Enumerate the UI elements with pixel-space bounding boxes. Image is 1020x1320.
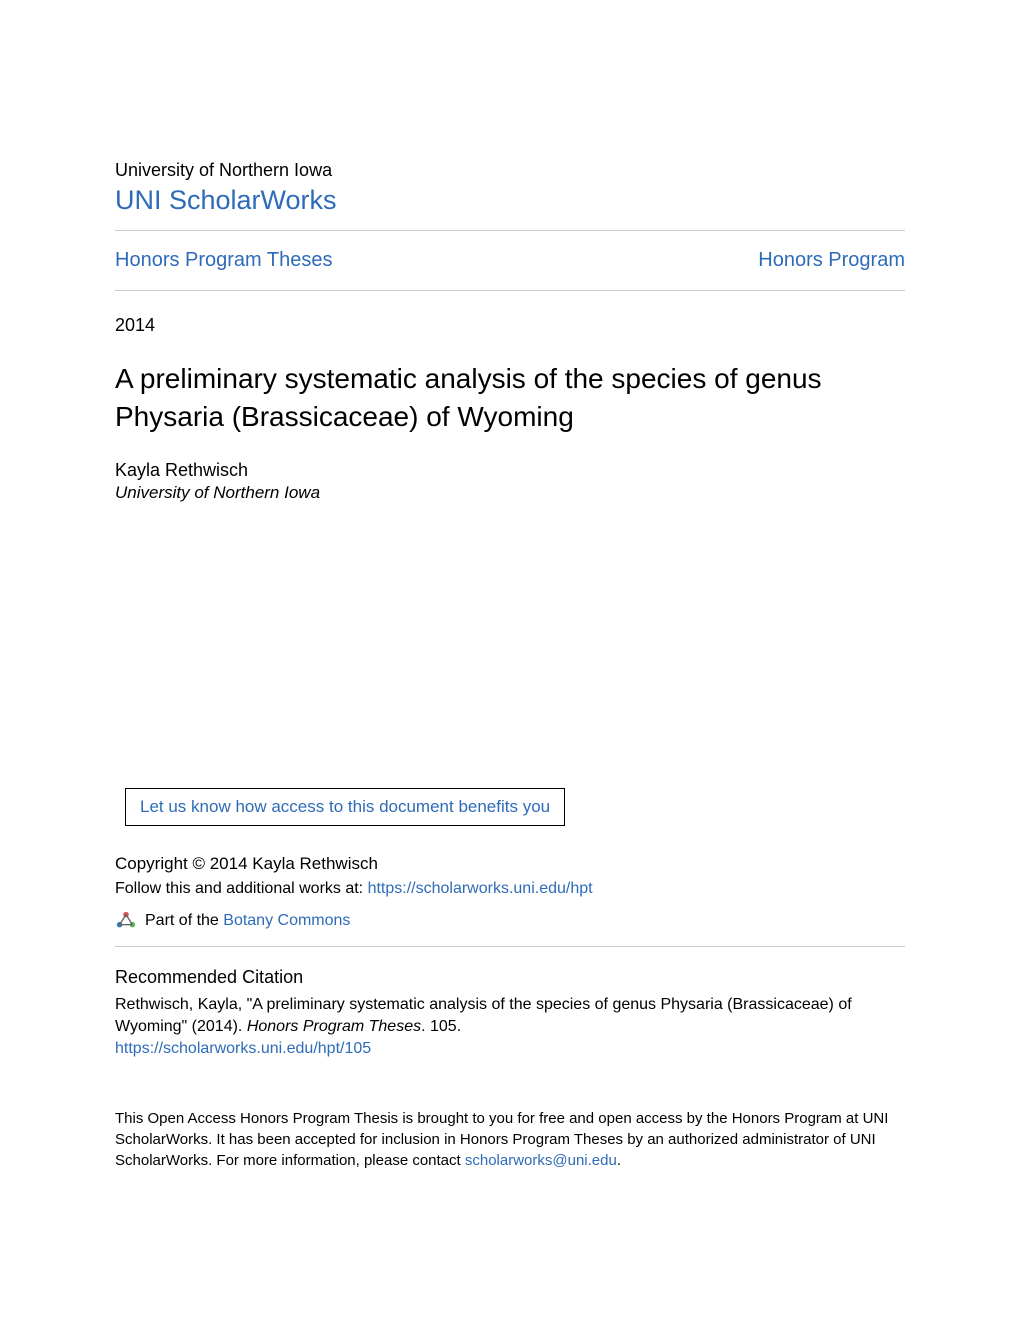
commons-prefix: Part of the xyxy=(145,912,223,929)
spacer xyxy=(115,503,905,788)
follow-link[interactable]: https://scholarworks.uni.edu/hpt xyxy=(368,880,593,897)
divider-citation xyxy=(115,946,905,947)
repository-link[interactable]: UNI ScholarWorks xyxy=(115,185,337,215)
nav-link-program[interactable]: Honors Program xyxy=(758,249,905,272)
publication-year: 2014 xyxy=(115,315,905,336)
nav-row: Honors Program Theses Honors Program xyxy=(115,245,905,276)
citation-part1: Rethwisch, Kayla, "A preliminary systema… xyxy=(115,996,852,1035)
footer-text: This Open Access Honors Program Thesis i… xyxy=(115,1108,905,1171)
author-affiliation: University of Northern Iowa xyxy=(115,483,905,503)
commons-text: Part of the Botany Commons xyxy=(145,912,350,930)
benefits-button[interactable]: Let us know how access to this document … xyxy=(125,788,565,826)
author-name: Kayla Rethwisch xyxy=(115,460,905,481)
document-title: A preliminary systematic analysis of the… xyxy=(115,360,905,436)
copyright-text: Copyright © 2014 Kayla Rethwisch xyxy=(115,854,905,874)
citation-url-link[interactable]: https://scholarworks.uni.edu/hpt/105 xyxy=(115,1040,905,1058)
nav-link-theses[interactable]: Honors Program Theses xyxy=(115,249,333,272)
follow-prefix: Follow this and additional works at: xyxy=(115,880,368,897)
commons-link[interactable]: Botany Commons xyxy=(223,912,350,929)
network-icon xyxy=(115,910,137,932)
follow-text: Follow this and additional works at: htt… xyxy=(115,880,905,898)
divider-nav xyxy=(115,290,905,291)
footer-part2: . xyxy=(617,1152,621,1169)
footer-email-link[interactable]: scholarworks@uni.edu xyxy=(465,1152,617,1169)
header-section: University of Northern Iowa UNI ScholarW… xyxy=(115,160,905,216)
citation-header: Recommended Citation xyxy=(115,967,905,988)
commons-row: Part of the Botany Commons xyxy=(115,910,905,932)
citation-text: Rethwisch, Kayla, "A preliminary systema… xyxy=(115,994,905,1039)
citation-part2: . 105. xyxy=(421,1018,461,1035)
divider-top xyxy=(115,230,905,231)
citation-italic: Honors Program Theses xyxy=(247,1018,421,1035)
university-name: University of Northern Iowa xyxy=(115,160,905,181)
